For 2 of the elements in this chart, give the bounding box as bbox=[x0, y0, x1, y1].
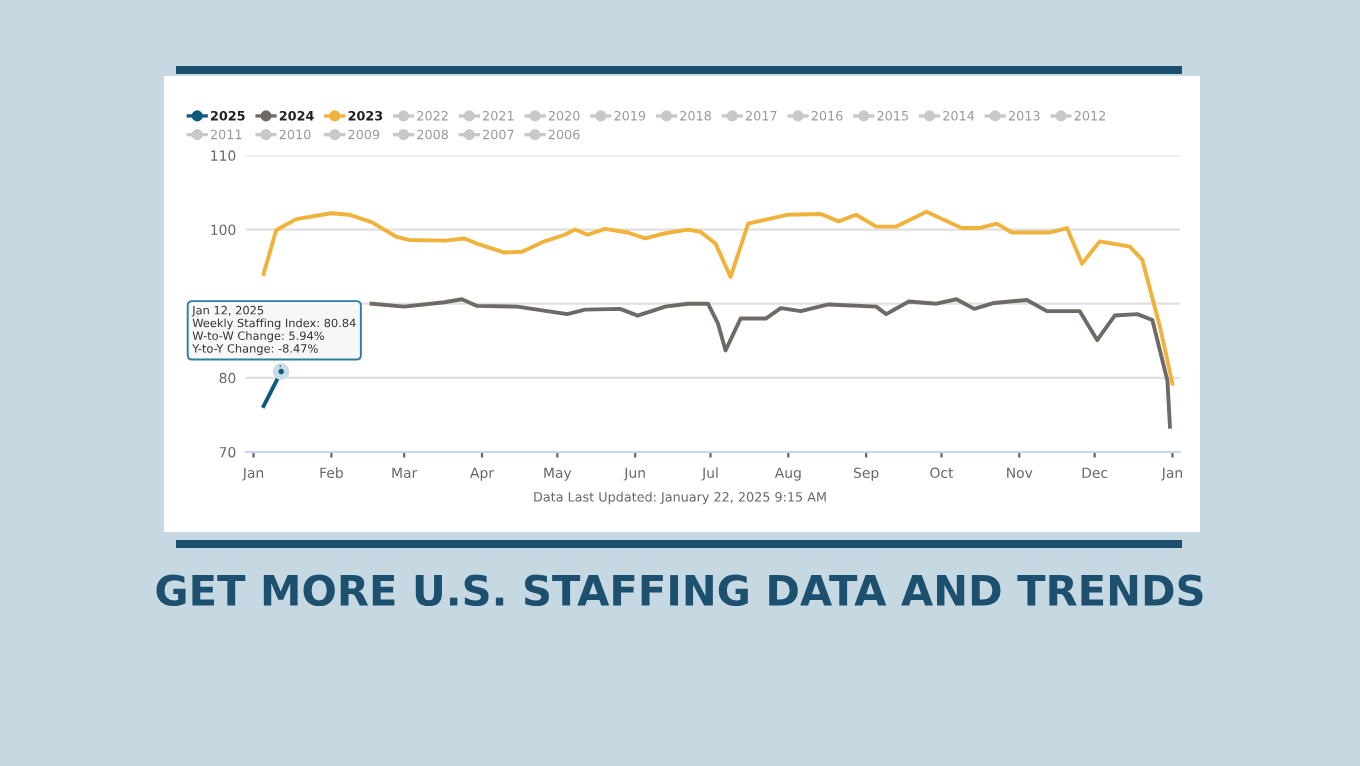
line-series bbox=[369, 297, 1172, 429]
text: GET MORE U.S. STAFFING DATA AND TRENDS bbox=[156, 574, 1203, 607]
